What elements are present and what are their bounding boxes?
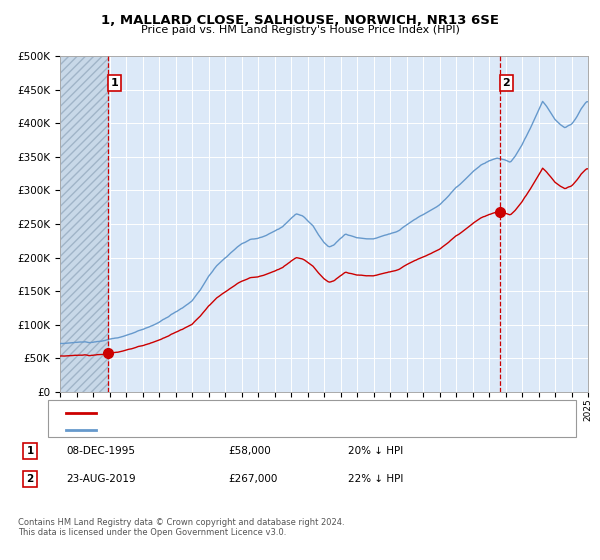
Text: 1, MALLARD CLOSE, SALHOUSE, NORWICH, NR13 6SE (detached house): 1, MALLARD CLOSE, SALHOUSE, NORWICH, NR1… — [102, 408, 454, 418]
Text: £58,000: £58,000 — [228, 446, 271, 456]
Bar — [60, 56, 108, 392]
Text: 20% ↓ HPI: 20% ↓ HPI — [348, 446, 403, 456]
Text: 1, MALLARD CLOSE, SALHOUSE, NORWICH, NR13 6SE: 1, MALLARD CLOSE, SALHOUSE, NORWICH, NR1… — [101, 14, 499, 27]
Text: 1: 1 — [111, 78, 119, 88]
Text: 23-AUG-2019: 23-AUG-2019 — [66, 474, 136, 484]
Text: Contains HM Land Registry data © Crown copyright and database right 2024.
This d: Contains HM Land Registry data © Crown c… — [18, 518, 344, 538]
Text: HPI: Average price, detached house, Broadland: HPI: Average price, detached house, Broa… — [102, 424, 332, 435]
Text: 1: 1 — [26, 446, 34, 456]
Text: £267,000: £267,000 — [228, 474, 277, 484]
Text: Price paid vs. HM Land Registry's House Price Index (HPI): Price paid vs. HM Land Registry's House … — [140, 25, 460, 35]
Text: 2: 2 — [502, 78, 510, 88]
Text: 08-DEC-1995: 08-DEC-1995 — [66, 446, 135, 456]
Text: 2: 2 — [26, 474, 34, 484]
Text: 22% ↓ HPI: 22% ↓ HPI — [348, 474, 403, 484]
